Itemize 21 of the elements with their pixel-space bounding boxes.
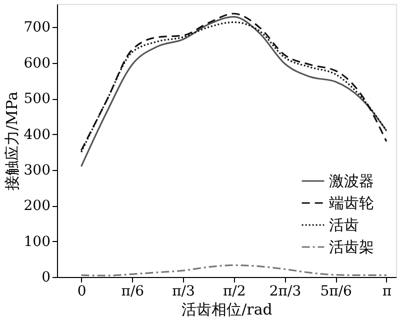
y-tick-label: 100	[24, 234, 50, 250]
x-tick-label: π/3	[172, 284, 195, 300]
y-axis-title: 接触应力/MPa	[2, 92, 21, 190]
y-tick-label: 700	[24, 20, 50, 36]
y-tick-label: 400	[24, 126, 50, 143]
x-tick-label: π/6	[121, 284, 144, 300]
y-tick-label: 300	[24, 162, 50, 178]
legend-label: 端齿轮	[329, 194, 374, 212]
y-tick-label: 0	[42, 270, 50, 286]
x-tick-label: 0	[77, 284, 86, 300]
x-axis-title: 活齿相位/rad	[182, 300, 273, 318]
x-tick-label: π/2	[222, 284, 246, 300]
y-tick-label: 200	[24, 198, 50, 214]
x-tick-label: 5π/6	[320, 284, 352, 300]
y-tick-label: 500	[24, 91, 50, 108]
legend-label: 激波器	[329, 172, 374, 190]
legend-label: 活齿	[329, 216, 359, 234]
legend-label: 活齿架	[329, 238, 374, 256]
y-tick-label: 600	[24, 55, 50, 72]
x-tick-label: π	[382, 284, 392, 300]
x-tick-label: 2π/3	[269, 284, 302, 300]
